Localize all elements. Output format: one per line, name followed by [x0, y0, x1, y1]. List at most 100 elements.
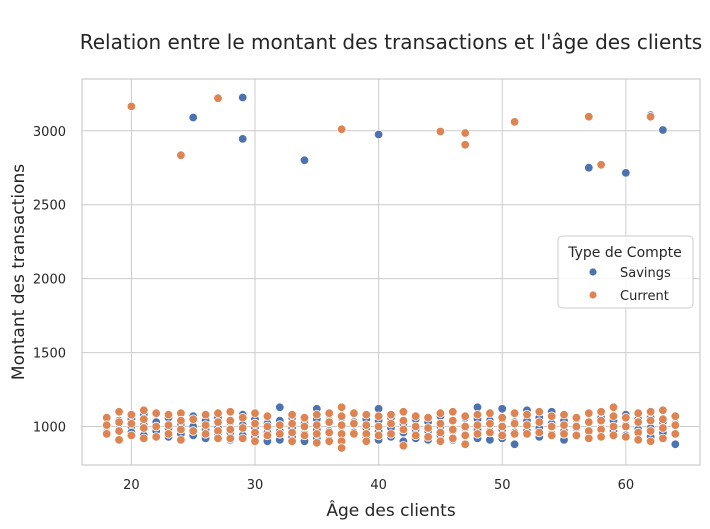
point-current: [312, 429, 322, 439]
point-current: [386, 418, 396, 429]
point-current: [225, 433, 236, 444]
point-current: [213, 433, 223, 444]
point-current: [571, 421, 582, 432]
point-current: [670, 411, 681, 421]
point-current: [213, 417, 223, 427]
point-current: [262, 411, 273, 421]
point-current: [522, 420, 532, 430]
point-current: [534, 417, 545, 427]
point-current: [151, 432, 161, 442]
point-current: [324, 408, 334, 418]
y-tick-label: 1500: [33, 347, 66, 362]
point-current: [608, 421, 619, 432]
point-current: [139, 433, 149, 444]
point-current: [336, 124, 347, 135]
point-current: [213, 408, 223, 418]
point-current: [200, 410, 211, 420]
point-current: [497, 413, 507, 423]
point-current: [497, 430, 507, 441]
point-current: [460, 411, 470, 421]
point-current: [312, 420, 322, 430]
point-current: [608, 411, 619, 421]
point-current: [349, 408, 359, 418]
point-current: [275, 429, 285, 439]
point-savings: [509, 439, 520, 450]
point-current: [658, 414, 668, 424]
point-current: [398, 415, 409, 426]
point-current: [114, 435, 124, 445]
point-current: [386, 410, 396, 420]
point-current: [547, 421, 557, 432]
point-current: [398, 424, 409, 435]
point-current: [485, 418, 495, 429]
point-current: [608, 402, 619, 413]
point-current: [200, 429, 211, 439]
point-current: [571, 413, 582, 423]
point-current: [114, 426, 124, 436]
point-current: [237, 423, 248, 433]
point-current: [547, 411, 557, 421]
x-axis-label: Âge des clients: [326, 499, 455, 521]
point-current: [139, 423, 149, 433]
point-savings: [670, 439, 681, 450]
point-current: [250, 436, 260, 447]
point-current: [584, 433, 594, 444]
x-tick-label: 20: [123, 478, 140, 493]
point-current: [633, 435, 643, 445]
point-current: [472, 410, 483, 420]
point-current: [336, 443, 347, 453]
y-axis-label: Montant des transactions: [9, 164, 29, 380]
point-current: [312, 410, 322, 420]
point-current: [658, 405, 668, 416]
point-current: [435, 427, 446, 438]
point-current: [287, 436, 297, 447]
point-current: [584, 111, 594, 122]
y-tick-label: 2000: [33, 273, 66, 288]
point-current: [485, 427, 495, 438]
point-current: [336, 402, 347, 413]
point-current: [547, 430, 557, 441]
y-tick-label: 3000: [33, 125, 66, 140]
point-current: [114, 417, 124, 427]
point-current: [176, 150, 186, 160]
point-current: [596, 407, 606, 417]
point-current: [645, 426, 656, 436]
point-current: [423, 413, 433, 423]
point-current: [250, 418, 260, 429]
point-current: [287, 427, 297, 438]
point-current: [448, 407, 458, 417]
point-current: [126, 418, 137, 429]
point-current: [324, 417, 334, 427]
point-current: [621, 421, 631, 432]
x-tick-label: 50: [494, 478, 511, 493]
point-current: [250, 427, 260, 438]
point-current: [423, 423, 433, 433]
point-current: [250, 408, 260, 418]
point-current: [435, 126, 446, 137]
point-current: [509, 408, 520, 418]
y-tick-label: 2500: [33, 199, 66, 214]
point-current: [411, 411, 421, 421]
point-current: [460, 140, 470, 150]
point-current: [448, 424, 458, 435]
point-current: [262, 430, 273, 441]
point-current: [559, 410, 569, 420]
point-current: [645, 415, 656, 426]
point-current: [596, 415, 606, 426]
point-current: [534, 427, 545, 438]
point-current: [176, 424, 186, 435]
point-current: [126, 410, 137, 420]
point-current: [275, 420, 285, 430]
point-current: [287, 410, 297, 420]
point-current: [188, 426, 198, 436]
point-current: [361, 410, 372, 420]
point-current: [299, 430, 310, 441]
point-savings: [237, 92, 248, 103]
point-current: [101, 420, 112, 430]
point-current: [460, 421, 470, 432]
point-current: [633, 408, 643, 418]
point-current: [645, 436, 656, 447]
point-current: [448, 433, 458, 444]
chart-title: Relation entre le montant des transactio…: [80, 30, 702, 54]
point-current: [312, 438, 322, 448]
